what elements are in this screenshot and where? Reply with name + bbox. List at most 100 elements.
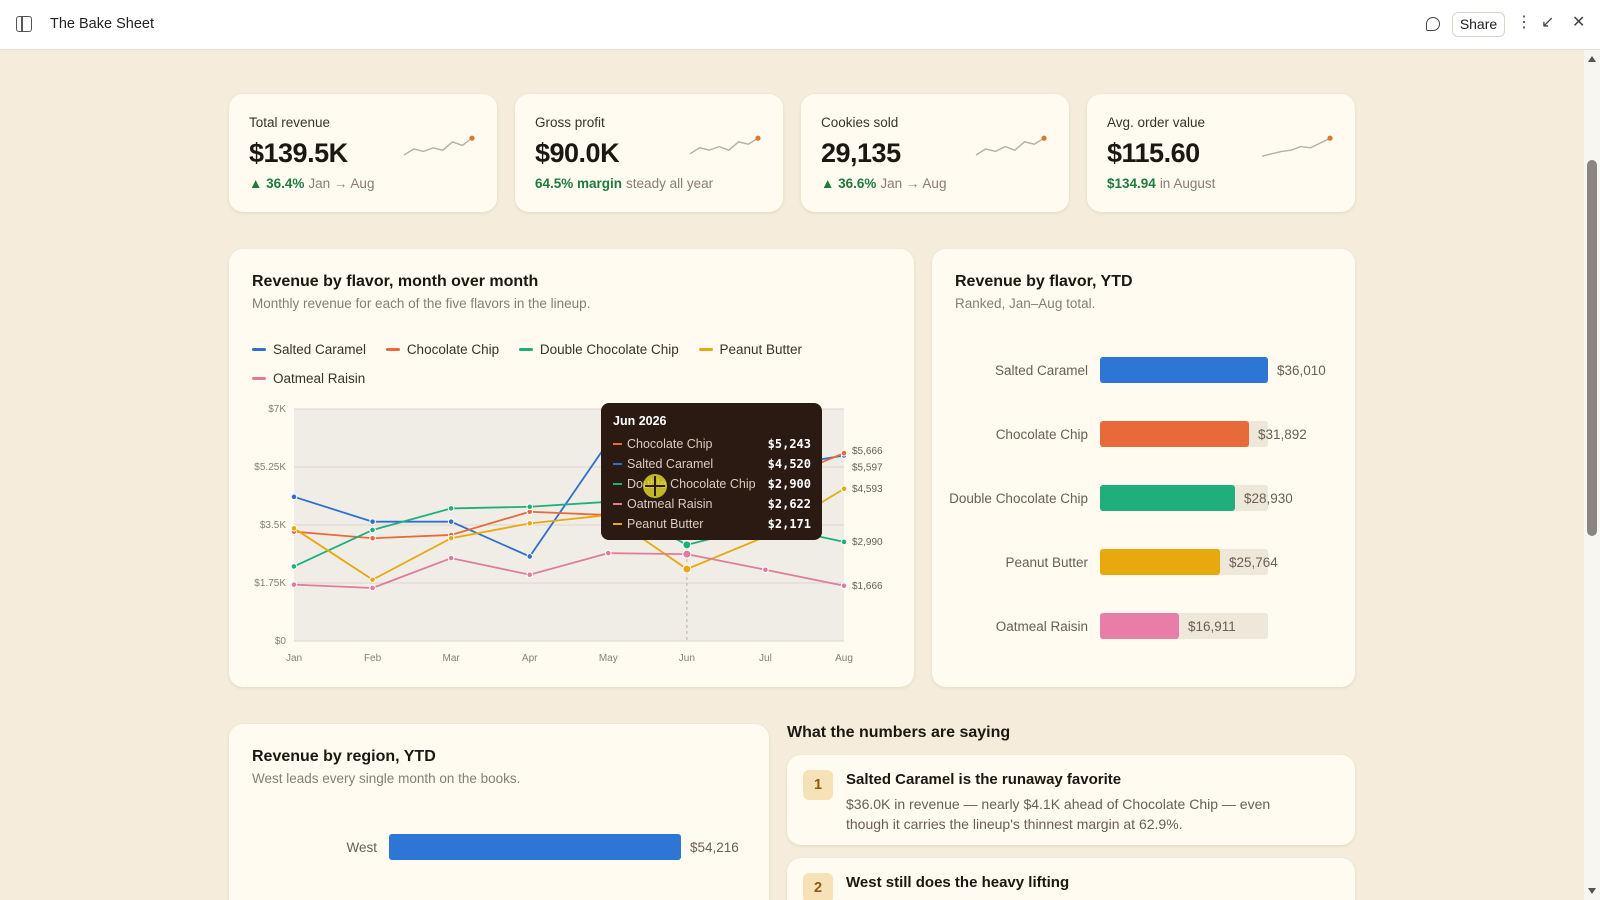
- bar-row[interactable]: Salted Caramel $36,010: [932, 357, 1355, 383]
- collapse-icon[interactable]: ↙: [1541, 14, 1555, 31]
- kpi-sparkline: [403, 135, 475, 156]
- kpi-footnote: 64.5% margin steady all year: [535, 176, 713, 191]
- bar-category-label: Oatmeal Raisin: [995, 619, 1088, 634]
- legend-item[interactable]: Peanut Butter: [698, 342, 802, 358]
- kpi-note: steady all year: [626, 176, 714, 191]
- kpi-delta: $134.94: [1107, 176, 1156, 191]
- sidebar-toggle-icon[interactable]: [16, 16, 32, 32]
- share-button[interactable]: Share: [1452, 12, 1505, 37]
- series-line[interactable]: [293, 488, 845, 581]
- tooltip-row: Oatmeal Raisin $2,622: [613, 496, 811, 512]
- data-point[interactable]: [290, 525, 298, 532]
- series-end-label: $1,666: [852, 581, 883, 592]
- data-point[interactable]: [682, 549, 692, 559]
- tooltip-swatch: [613, 523, 622, 525]
- data-point[interactable]: [840, 582, 848, 590]
- data-point[interactable]: [840, 449, 848, 457]
- data-point[interactable]: [447, 534, 455, 542]
- kpi-value: $139.5K: [249, 138, 348, 168]
- bar-row[interactable]: Chocolate Chip $31,892: [932, 421, 1355, 447]
- data-point[interactable]: [526, 553, 534, 560]
- bar-category-label: Chocolate Chip: [995, 427, 1088, 442]
- bar-value-label: $54,216: [690, 840, 739, 855]
- bar[interactable]: [1100, 357, 1268, 383]
- data-point[interactable]: [604, 549, 612, 557]
- bar[interactable]: [1100, 485, 1235, 511]
- y-tick-label: $5.25K: [254, 462, 286, 473]
- data-point[interactable]: [369, 526, 376, 534]
- insight-number-badge: 1: [803, 770, 833, 800]
- data-point[interactable]: [369, 518, 376, 525]
- sparkline-end-dot: [755, 135, 761, 141]
- bar[interactable]: [1100, 613, 1179, 639]
- bar[interactable]: [389, 834, 681, 860]
- series-end-label: $4,593: [852, 484, 883, 495]
- close-icon[interactable]: ✕: [1572, 14, 1586, 31]
- sparkline-path: [975, 137, 1045, 156]
- series-line[interactable]: [293, 552, 845, 589]
- legend-item[interactable]: Chocolate Chip: [385, 342, 500, 358]
- bar-category-label: Peanut Butter: [1005, 555, 1088, 570]
- scroll-thumb[interactable]: [1587, 160, 1597, 536]
- kpi-label: Avg. order value: [1107, 115, 1206, 130]
- bar-track: [1100, 357, 1268, 383]
- legend-label: Chocolate Chip: [406, 342, 500, 357]
- tooltip-series-value: $4,520: [767, 457, 811, 471]
- data-point[interactable]: [447, 505, 455, 512]
- legend-swatch: [252, 348, 266, 351]
- data-point[interactable]: [290, 581, 298, 588]
- legend-item[interactable]: Oatmeal Raisin: [252, 370, 365, 386]
- legend-swatch: [518, 348, 533, 351]
- data-point[interactable]: [369, 584, 376, 592]
- bar[interactable]: [1100, 421, 1249, 447]
- bar[interactable]: [1100, 549, 1220, 575]
- insight-number-badge: 2: [803, 873, 833, 900]
- data-point[interactable]: [526, 571, 534, 579]
- data-point[interactable]: [682, 540, 692, 550]
- monthly-revenue-chart-card: Revenue by flavor, month over month Mont…: [229, 249, 914, 687]
- data-point[interactable]: [290, 493, 298, 501]
- kpi-label: Gross profit: [535, 115, 605, 130]
- data-point[interactable]: [369, 534, 376, 542]
- series-end-label: $5,597: [852, 462, 883, 473]
- scroll-up-arrow-icon[interactable]: [1588, 56, 1596, 62]
- kpi-delta: ▲ 36.6%: [821, 176, 877, 191]
- bar-row[interactable]: West $54,216: [229, 834, 769, 860]
- sparkline-path: [689, 137, 759, 155]
- more-vertical-icon[interactable]: ⋮: [1516, 14, 1532, 31]
- data-point[interactable]: [840, 485, 848, 493]
- ytd-bar-list: Salted Caramel $36,010 Chocolate Chip $31,8…: [932, 357, 1355, 657]
- tooltip-series-value: $2,900: [767, 477, 811, 491]
- tooltip-series-name: Chocolate Chip: [627, 437, 713, 451]
- tooltip-row: Salted Caramel $4,520: [613, 456, 811, 472]
- data-point[interactable]: [447, 518, 455, 525]
- bar-category-label: Salted Caramel: [994, 363, 1088, 378]
- series-end-label: $5,666: [852, 446, 883, 457]
- tooltip-series-value: $2,171: [767, 517, 811, 531]
- data-point[interactable]: [762, 566, 769, 574]
- bar-row[interactable]: Double Chocolate Chip $28,930: [932, 485, 1355, 511]
- kpi-value: 29,135: [821, 138, 901, 168]
- bar-track: [1100, 549, 1268, 575]
- data-point[interactable]: [840, 538, 848, 546]
- data-point[interactable]: [369, 576, 376, 583]
- region-bar-list: West $54,216: [229, 834, 769, 894]
- tooltip-series-name: Peanut Butter: [627, 517, 704, 531]
- window-titlebar: The Bake Sheet Share ⋮ ↙ ✕: [0, 0, 1600, 50]
- data-point[interactable]: [447, 554, 455, 562]
- data-point[interactable]: [526, 503, 534, 511]
- bar-row[interactable]: Peanut Butter $25,764: [932, 549, 1355, 575]
- data-point[interactable]: [290, 563, 298, 570]
- bar-row[interactable]: Oatmeal Raisin $16,911: [932, 613, 1355, 639]
- data-point[interactable]: [682, 564, 692, 574]
- insight-body: $36.0K in revenue — nearly $4.1K ahead o…: [846, 796, 1271, 832]
- kpi-delta: 64.5% margin: [535, 176, 623, 191]
- scroll-down-arrow-icon[interactable]: [1588, 888, 1596, 894]
- legend-item[interactable]: Double Chocolate Chip: [518, 342, 679, 358]
- bookmark-icon[interactable]: [1426, 17, 1440, 31]
- legend-item[interactable]: Salted Caramel: [252, 342, 366, 358]
- kpi-card-avg-order-value: Avg. order value $115.60 $134.94 in Augus…: [1087, 94, 1355, 212]
- sparkline-end-dot: [1327, 135, 1333, 141]
- data-point[interactable]: [526, 520, 534, 527]
- vertical-scrollbar[interactable]: [1584, 50, 1600, 900]
